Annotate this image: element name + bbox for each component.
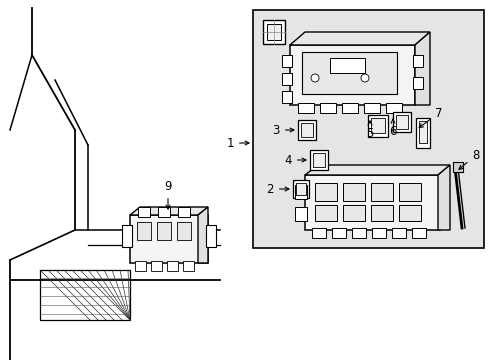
Bar: [130, 215, 207, 263]
Bar: [319, 103, 335, 113]
Bar: [135, 261, 146, 271]
Bar: [342, 183, 364, 201]
Bar: [138, 207, 150, 217]
Bar: [391, 228, 405, 238]
Bar: [158, 207, 170, 217]
Bar: [302, 52, 396, 94]
Bar: [122, 225, 132, 247]
Bar: [178, 207, 190, 217]
Bar: [252, 10, 483, 248]
Bar: [351, 228, 365, 238]
Polygon shape: [130, 207, 207, 215]
Bar: [295, 183, 305, 195]
Bar: [282, 91, 291, 103]
Bar: [370, 183, 392, 201]
Bar: [266, 24, 281, 40]
Bar: [183, 261, 194, 271]
Text: 9: 9: [164, 180, 171, 209]
Bar: [311, 228, 325, 238]
Bar: [282, 73, 291, 85]
Bar: [205, 225, 216, 247]
Polygon shape: [414, 32, 429, 105]
Circle shape: [310, 74, 318, 82]
Bar: [452, 162, 462, 172]
Bar: [371, 228, 385, 238]
Bar: [331, 228, 346, 238]
Bar: [398, 205, 420, 221]
Bar: [385, 103, 401, 113]
Bar: [412, 77, 422, 89]
Bar: [367, 115, 387, 137]
Bar: [289, 45, 414, 105]
Bar: [177, 222, 191, 240]
Bar: [297, 103, 313, 113]
Text: 5: 5: [366, 121, 373, 140]
Bar: [418, 121, 426, 143]
Bar: [263, 20, 285, 44]
Bar: [412, 55, 422, 67]
Bar: [370, 205, 392, 221]
Polygon shape: [289, 32, 429, 45]
Bar: [395, 115, 407, 129]
Circle shape: [360, 74, 368, 82]
Bar: [411, 228, 425, 238]
Bar: [329, 58, 364, 73]
Polygon shape: [40, 270, 130, 320]
Bar: [415, 118, 429, 148]
Text: 7: 7: [418, 107, 442, 127]
Text: 2: 2: [266, 183, 288, 195]
Bar: [294, 185, 306, 199]
Bar: [370, 118, 384, 133]
Bar: [157, 222, 171, 240]
Bar: [294, 207, 306, 221]
Bar: [292, 180, 308, 198]
Bar: [392, 112, 410, 132]
Bar: [151, 261, 162, 271]
Polygon shape: [437, 165, 449, 230]
Bar: [301, 123, 312, 137]
Text: 6: 6: [388, 119, 396, 138]
Text: 4: 4: [284, 153, 305, 166]
Bar: [167, 261, 178, 271]
Bar: [314, 183, 336, 201]
Polygon shape: [198, 207, 207, 263]
Bar: [363, 103, 379, 113]
Bar: [305, 175, 439, 230]
Bar: [312, 153, 325, 167]
Bar: [297, 120, 315, 140]
Text: 1: 1: [226, 136, 248, 149]
Bar: [342, 205, 364, 221]
Polygon shape: [305, 165, 449, 175]
Bar: [282, 55, 291, 67]
Bar: [309, 150, 327, 170]
Bar: [398, 183, 420, 201]
Bar: [314, 205, 336, 221]
Text: 3: 3: [272, 123, 293, 136]
Bar: [341, 103, 357, 113]
Bar: [137, 222, 151, 240]
Text: 8: 8: [458, 149, 478, 169]
